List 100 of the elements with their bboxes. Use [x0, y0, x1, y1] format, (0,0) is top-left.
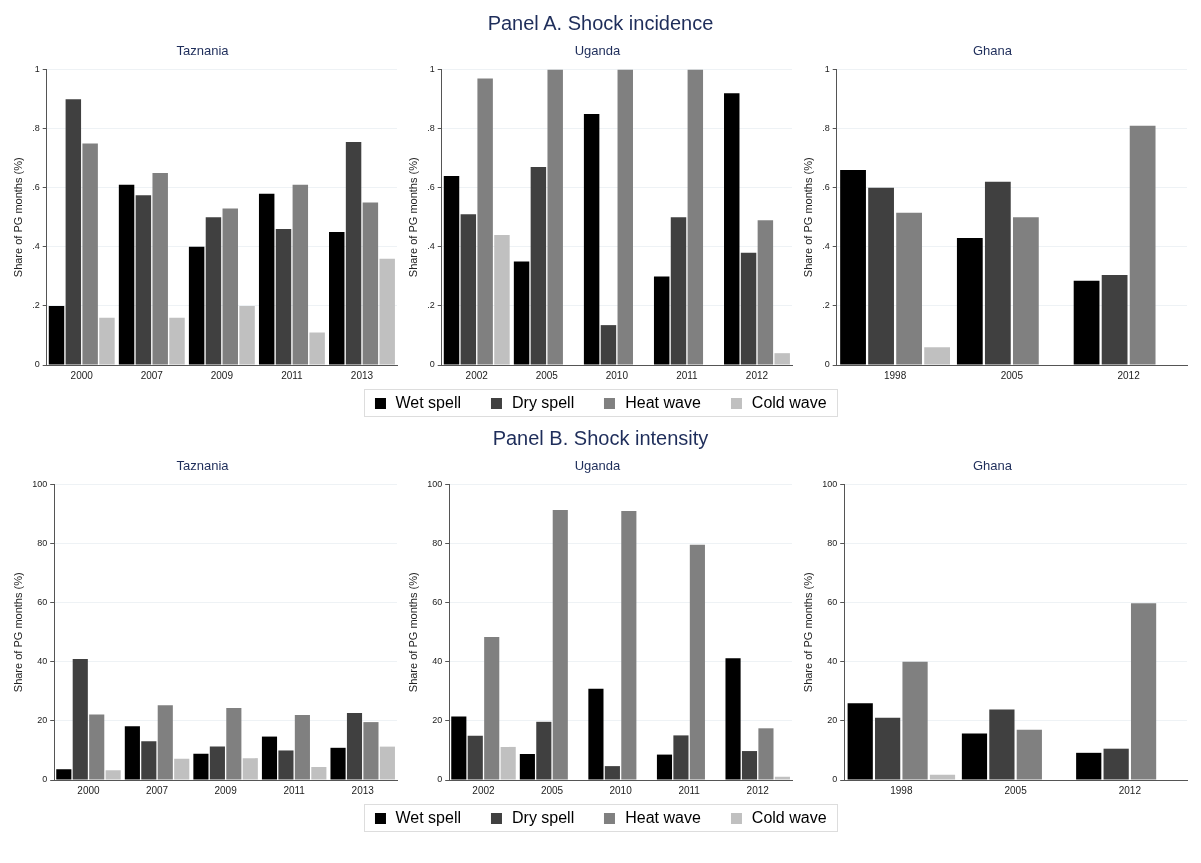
bar — [689, 544, 705, 780]
bar — [583, 113, 600, 365]
bar — [56, 769, 72, 780]
bar — [278, 750, 294, 780]
bar — [1016, 729, 1042, 780]
bar — [261, 736, 278, 780]
text: Panel B. Shock intensity — [491, 427, 710, 450]
bar — [89, 714, 105, 780]
y-tick-label: 80 — [432, 538, 443, 549]
bar — [956, 237, 983, 365]
bar — [193, 753, 209, 780]
legend-label: Wet spell — [395, 394, 461, 412]
x-tick-label: 2012 — [1117, 369, 1141, 381]
legend-label: Dry spell — [511, 809, 575, 827]
x-tick-label: 2007 — [145, 784, 169, 796]
x-tick-label: 2007 — [140, 369, 164, 381]
y-tick-label: 0 — [34, 359, 40, 370]
bar — [875, 717, 901, 780]
bar — [292, 184, 309, 365]
x-tick-label: 2005 — [1004, 784, 1028, 796]
chart-title: Taznania — [176, 43, 230, 59]
x-tick-label: 2012 — [746, 784, 770, 796]
y-tick-label: .6 — [822, 182, 830, 193]
x-tick-label: 2005 — [535, 369, 559, 381]
y-tick-label: .2 — [427, 300, 435, 311]
y-tick-label: 40 — [37, 656, 48, 667]
y-axis-title: Share of PG months (%) — [801, 157, 814, 278]
bar — [82, 143, 98, 365]
y-tick-label: 80 — [827, 538, 838, 549]
x-tick-label: 2012 — [1118, 784, 1142, 796]
y-tick-label: 40 — [827, 656, 838, 667]
bar — [741, 751, 758, 780]
bar — [621, 510, 637, 780]
bar — [484, 637, 500, 780]
bar — [118, 184, 135, 365]
bar — [724, 93, 740, 365]
bar — [758, 728, 774, 780]
bar — [477, 78, 493, 365]
bar — [774, 353, 790, 365]
chart-title: Uganda — [574, 43, 622, 59]
bar — [1012, 217, 1039, 365]
x-tick-label: 2010 — [605, 369, 629, 381]
legend-label: Heat wave — [625, 394, 701, 412]
bar — [513, 261, 530, 365]
y-tick-label: 100 — [822, 479, 838, 490]
bar — [467, 735, 483, 780]
y-tick-label: 1 — [824, 64, 830, 75]
bar — [329, 232, 345, 365]
bar — [209, 746, 225, 780]
bar — [226, 707, 242, 780]
bar — [989, 709, 1015, 780]
bar — [725, 658, 741, 780]
y-tick-label: .6 — [427, 182, 435, 193]
y-axis-title: Share of PG months (%) — [11, 157, 24, 278]
x-tick-label: 2009 — [214, 784, 238, 796]
text: Panel A. Shock incidence — [486, 12, 715, 35]
y-tick-label: 60 — [827, 597, 838, 608]
bar — [124, 726, 140, 780]
y-axis-title: Share of PG months (%) — [406, 572, 419, 693]
legend-label: Cold wave — [751, 394, 827, 412]
bar — [345, 141, 362, 365]
y-tick-label: .8 — [32, 123, 40, 134]
x-tick-label: 2000 — [70, 369, 94, 381]
bar — [757, 220, 774, 365]
x-tick-label: 1998 — [883, 369, 907, 381]
y-tick-label: .2 — [822, 300, 830, 311]
y-tick-label: 20 — [432, 715, 443, 726]
y-tick-label: 0 — [824, 359, 830, 370]
x-tick-label: 2000 — [77, 784, 101, 796]
x-tick-label: 2013 — [351, 784, 375, 796]
bar — [670, 217, 687, 365]
y-tick-label: 40 — [432, 656, 443, 667]
y-tick-label: 20 — [37, 715, 48, 726]
bar — [896, 212, 922, 365]
bar — [656, 754, 673, 780]
bar — [1101, 274, 1128, 365]
y-tick-label: 0 — [437, 774, 443, 785]
x-tick-label: 1998 — [890, 784, 913, 796]
y-tick-label: .6 — [32, 182, 40, 193]
bar — [774, 776, 790, 780]
bar — [847, 703, 873, 780]
y-tick-label: .4 — [427, 241, 435, 252]
y-tick-label: 100 — [427, 479, 443, 490]
bar — [443, 175, 460, 365]
legend-label: Cold wave — [751, 809, 827, 827]
bar — [840, 170, 866, 365]
y-tick-label: 1 — [429, 64, 435, 75]
chart-title: Ghana — [972, 43, 1013, 59]
bar — [617, 69, 633, 365]
bar — [294, 715, 310, 780]
x-tick-label: 2005 — [540, 784, 564, 796]
y-tick-label: 0 — [42, 774, 48, 785]
bar — [984, 181, 1011, 365]
bar — [600, 325, 617, 365]
bar — [141, 741, 157, 780]
bar — [242, 758, 258, 780]
bar — [48, 305, 65, 365]
chart-title: Uganda — [574, 458, 622, 474]
bar — [379, 258, 395, 365]
x-tick-label: 2002 — [465, 369, 489, 381]
